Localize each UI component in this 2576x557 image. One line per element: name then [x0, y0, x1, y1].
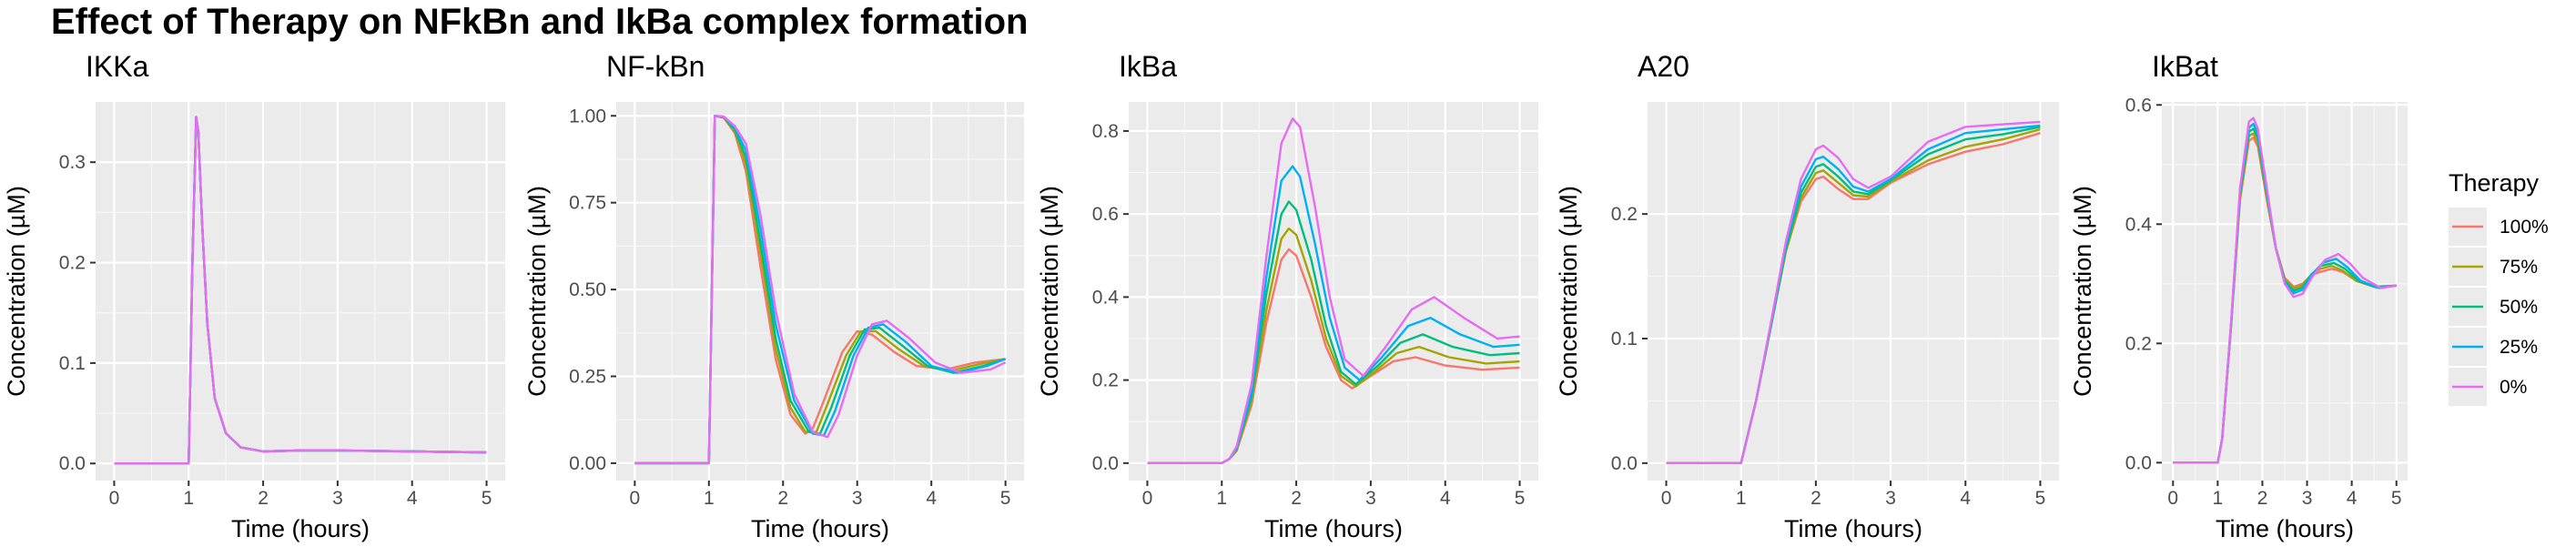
- x-tick-label: 1: [1216, 488, 1227, 509]
- x-tick-label: 3: [332, 488, 343, 509]
- panel-title: IKKa: [86, 50, 149, 83]
- panel-title: IkBa: [1119, 50, 1177, 83]
- panel-ikka: 0 1 2 3 4 5 0.0 0.1 0.2 0.3 IKKa Time (hours) Concen…: [3, 50, 505, 542]
- legend-label: 100%: [2500, 217, 2549, 238]
- panel-nf-kbn: 0 1 2 3 4 5 0.00 0.25 0.50 0.75 1.00 NF-kBn Time (ho…: [523, 50, 1024, 542]
- x-tick-label: 4: [2347, 488, 2358, 509]
- y-axis-label: Concentration (µM): [2069, 186, 2096, 397]
- y-tick-label: 0.50: [569, 279, 606, 300]
- x-tick-label: 1: [1736, 488, 1747, 509]
- x-tick-label: 1: [183, 488, 194, 509]
- x-tick-label: 2: [1810, 488, 1821, 509]
- y-axis-label: Concentration (µM): [1555, 186, 1582, 397]
- y-tick-label: 0.4: [2125, 214, 2153, 235]
- series-line-0pct: [2173, 116, 2397, 464]
- x-axis-label: Time (hours): [1264, 515, 1403, 542]
- x-tick-label: 4: [926, 488, 937, 509]
- x-tick-label: 0: [109, 488, 120, 509]
- panel-title: IkBat: [2152, 50, 2218, 83]
- y-tick-label: 0.2: [1092, 370, 1119, 391]
- panel-title: NF-kBn: [606, 50, 705, 83]
- y-tick-label: 0.2: [59, 253, 86, 274]
- x-tick-label: 3: [1885, 488, 1896, 509]
- y-tick-label: 0.00: [569, 453, 606, 474]
- x-tick-label: 5: [1000, 488, 1011, 509]
- x-tick-label: 4: [407, 488, 418, 509]
- y-tick-label: 0.4: [1092, 287, 1120, 308]
- x-tick-label: 1: [704, 488, 715, 509]
- x-tick-label: 3: [852, 488, 863, 509]
- x-axis-label: Time (hours): [751, 515, 889, 542]
- y-tick-label: 0.2: [1611, 204, 1638, 225]
- figure-title: Effect of Therapy on NFkBn and IkBa comp…: [51, 2, 1029, 42]
- panel-ikba: 0 1 2 3 4 5 0.0 0.2 0.4 0.6 0.8 IkBa Time (hours) Con…: [1036, 50, 1538, 542]
- y-tick-label: 0.6: [1092, 204, 1119, 225]
- x-tick-label: 1: [2213, 488, 2224, 509]
- x-tick-label: 3: [2302, 488, 2313, 509]
- legend: Therapy 100% 75% 50% 25% 0%: [2449, 169, 2549, 406]
- y-axis-label: Concentration (µM): [1036, 186, 1063, 397]
- y-tick-label: 0.0: [2125, 452, 2152, 473]
- legend-label: 75%: [2500, 257, 2538, 278]
- series-line-75pct: [1147, 227, 1520, 464]
- legend-label: 0%: [2500, 377, 2527, 398]
- x-tick-label: 2: [258, 488, 269, 509]
- x-tick-label: 3: [1365, 488, 1376, 509]
- legend-item: 0%: [2449, 368, 2527, 406]
- y-tick-label: 0.8: [1092, 121, 1119, 142]
- y-tick-label: 0.2: [2125, 333, 2152, 354]
- legend-label: 50%: [2500, 297, 2538, 318]
- x-axis-label: Time (hours): [2216, 515, 2354, 542]
- x-tick-label: 2: [1291, 488, 1302, 509]
- y-tick-label: 0.0: [1611, 453, 1638, 474]
- y-tick-label: 0.3: [59, 152, 86, 173]
- y-axis-label: Concentration (µM): [523, 186, 551, 397]
- y-tick-label: 0.6: [2125, 95, 2152, 116]
- series-line-0pct: [634, 115, 1007, 465]
- y-tick-label: 0.75: [569, 193, 606, 214]
- x-tick-label: 0: [1661, 488, 1672, 509]
- x-tick-label: 0: [630, 488, 641, 509]
- x-axis-label: Time (hours): [231, 515, 370, 542]
- y-tick-label: 0.25: [569, 367, 606, 388]
- series-line-0pct: [1666, 120, 2041, 464]
- x-tick-label: 5: [2391, 488, 2402, 509]
- series-line-0pct: [114, 116, 487, 465]
- y-tick-label: 1.00: [569, 106, 606, 127]
- x-tick-label: 0: [2167, 488, 2178, 509]
- series-line-0pct: [1147, 117, 1520, 464]
- x-tick-label: 5: [1515, 488, 1526, 509]
- panel-title: A20: [1638, 50, 1689, 83]
- x-tick-label: 5: [2035, 488, 2046, 509]
- x-tick-label: 0: [1142, 488, 1153, 509]
- legend-title: Therapy: [2449, 169, 2540, 197]
- x-axis-label: Time (hours): [1784, 515, 1922, 542]
- y-tick-label: 0.1: [59, 353, 86, 374]
- y-axis-label: Concentration (µM): [3, 186, 30, 397]
- legend-label: 25%: [2500, 337, 2538, 358]
- x-tick-label: 2: [777, 488, 788, 509]
- legend-item: 50%: [2449, 288, 2538, 326]
- legend-item: 75%: [2449, 248, 2538, 286]
- y-tick-label: 0.0: [1092, 453, 1119, 474]
- y-tick-label: 0.1: [1611, 329, 1638, 349]
- x-tick-label: 5: [482, 488, 492, 509]
- legend-item: 100%: [2449, 208, 2549, 246]
- x-tick-label: 4: [1440, 488, 1451, 509]
- x-tick-label: 4: [1960, 488, 1971, 509]
- x-tick-label: 2: [2257, 488, 2268, 509]
- legend-item: 25%: [2449, 328, 2538, 366]
- panel-a20: 0 1 2 3 4 5 0.0 0.1 0.2 A20 Time (hours) Concentrat…: [1555, 50, 2059, 542]
- y-tick-label: 0.0: [59, 453, 86, 474]
